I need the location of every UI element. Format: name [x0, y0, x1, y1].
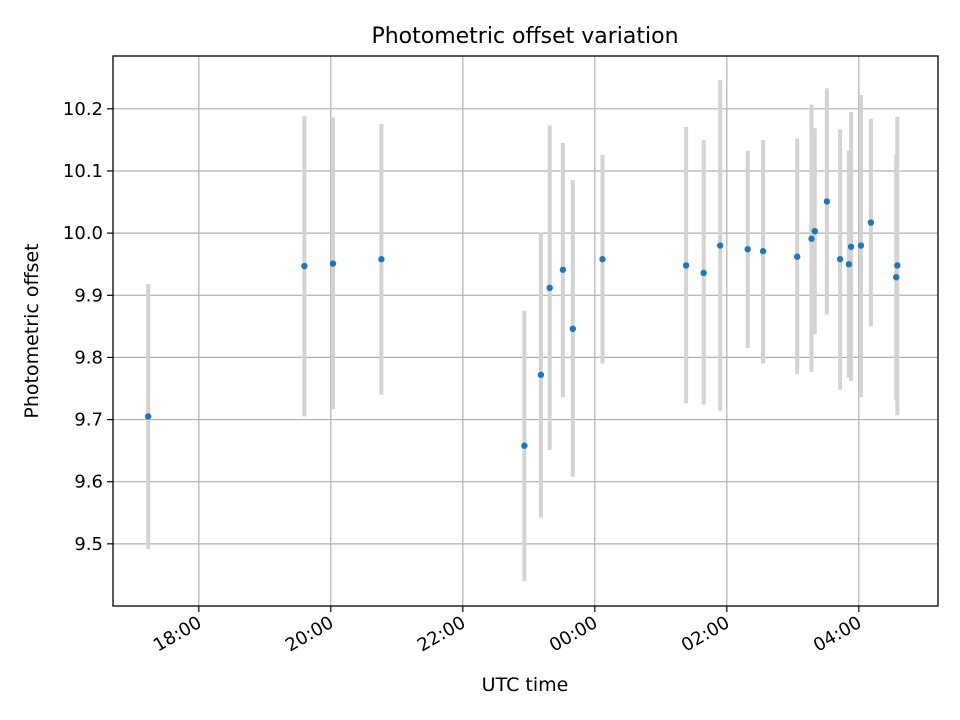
data-point: [717, 242, 724, 249]
data-point: [894, 262, 901, 269]
data-point: [599, 256, 606, 263]
data-point: [378, 256, 385, 263]
data-point: [700, 269, 707, 277]
y-tick-label: 9.9: [74, 285, 103, 306]
y-tick-label: 10.1: [63, 161, 103, 182]
data-point: [682, 262, 690, 269]
x-tick-label: 00:00: [546, 612, 601, 656]
x-tick-label: 22:00: [414, 612, 469, 656]
data-point: [559, 266, 567, 273]
data-point: [145, 413, 152, 420]
chart-title: Photometric offset variation: [371, 24, 678, 49]
y-tick-label: 9.6: [74, 472, 103, 493]
y-tick-label: 9.7: [74, 410, 103, 431]
data-point: [569, 325, 576, 333]
data-point: [845, 260, 853, 268]
data-point: [823, 198, 831, 205]
data-point: [301, 262, 308, 270]
data-point: [794, 253, 801, 260]
y-tick-label: 10.0: [63, 223, 103, 244]
y-tick-label: 9.5: [74, 534, 103, 555]
data-point: [744, 246, 751, 253]
x-axis-title: UTC time: [482, 674, 569, 696]
data-point: [537, 371, 545, 379]
data-point: [811, 228, 818, 235]
y-tick-label: 10.2: [63, 99, 103, 120]
x-tick-label: 02:00: [678, 612, 733, 656]
data-point: [808, 235, 815, 242]
data-point: [857, 242, 865, 249]
data-point: [521, 442, 528, 449]
data-point: [836, 256, 844, 263]
y-tick-label: 9.8: [74, 347, 103, 368]
data-point: [893, 274, 900, 281]
x-tick-label: 18:00: [150, 612, 205, 656]
data-point: [867, 219, 875, 226]
data-point: [546, 284, 553, 292]
axes-frame: [112, 55, 939, 607]
data-point: [329, 260, 337, 267]
x-tick-label: 20:00: [282, 612, 337, 656]
data-point: [759, 247, 767, 255]
plot-area: 18:00 20:00 22:00 00:00 02:00 04:00 9.5 9.6 9.7 9…: [63, 55, 939, 656]
y-axis-title: Photometric offset: [21, 243, 43, 418]
x-tick-label: 04:00: [810, 612, 865, 656]
data-point: [847, 243, 855, 250]
